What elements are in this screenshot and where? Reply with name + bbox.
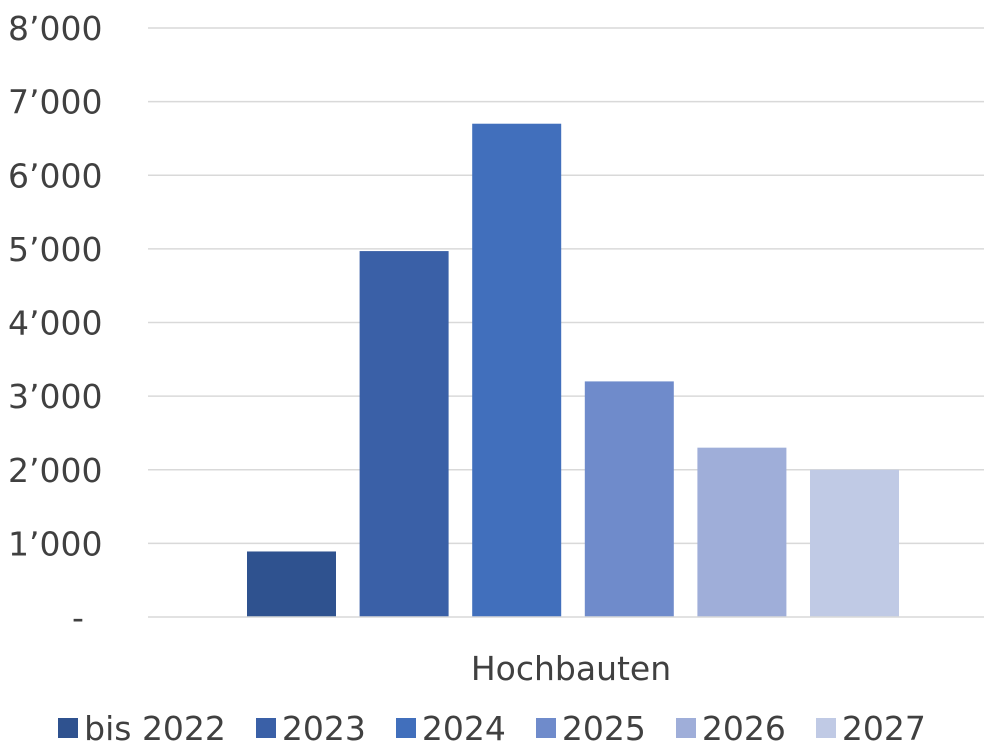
bar-2025 xyxy=(584,381,674,617)
y-tick-label: 5’000 xyxy=(8,230,102,269)
legend-item: bis 2022 xyxy=(58,709,226,748)
legend-label: 2025 xyxy=(561,708,646,748)
y-tick-label: - xyxy=(72,598,84,637)
legend-label: 2023 xyxy=(281,708,366,748)
legend-swatch xyxy=(675,718,696,738)
legend-item: 2023 xyxy=(255,708,366,748)
bar-2024 xyxy=(472,123,562,618)
y-axis-tick-labels: - 1’000 2’000 3’000 4’000 5’000 6’000 7’000 8’00… xyxy=(8,9,102,637)
x-category-label: Hochbauten xyxy=(471,649,671,688)
legend: bis 2022 2023 2024 2025 2026 2027 xyxy=(0,708,984,748)
legend-label: 2024 xyxy=(421,708,506,748)
y-tick-label: 1’000 xyxy=(8,524,102,563)
legend-swatch xyxy=(815,718,836,738)
bar-2027 xyxy=(810,469,899,617)
bar-bis-2022 xyxy=(247,551,336,617)
legend-item: 2026 xyxy=(675,708,786,748)
legend-swatch xyxy=(535,718,556,738)
bars xyxy=(247,123,899,618)
legend-swatch xyxy=(255,718,276,738)
y-tick-label: 6’000 xyxy=(8,156,102,195)
bar-2026 xyxy=(697,447,787,617)
legend-item: 2027 xyxy=(815,708,926,748)
legend-item: 2024 xyxy=(395,708,506,748)
legend-item: 2025 xyxy=(535,708,646,748)
y-tick-label: 7’000 xyxy=(8,83,102,122)
legend-label: 2026 xyxy=(701,708,786,748)
gridlines xyxy=(148,27,984,545)
legend-swatch xyxy=(395,718,416,738)
y-tick-label: 3’000 xyxy=(8,377,102,416)
legend-label: bis 2022 xyxy=(84,708,226,748)
y-tick-label: 2’000 xyxy=(8,451,102,490)
y-tick-label: 8’000 xyxy=(8,9,102,48)
legend-label: 2027 xyxy=(841,708,926,748)
bar-2023 xyxy=(359,251,449,618)
bar-chart: - 1’000 2’000 3’000 4’000 5’000 6’000 7’000 8’00… xyxy=(8,9,984,688)
y-tick-label: 4’000 xyxy=(8,304,102,343)
legend-swatch xyxy=(58,718,79,738)
